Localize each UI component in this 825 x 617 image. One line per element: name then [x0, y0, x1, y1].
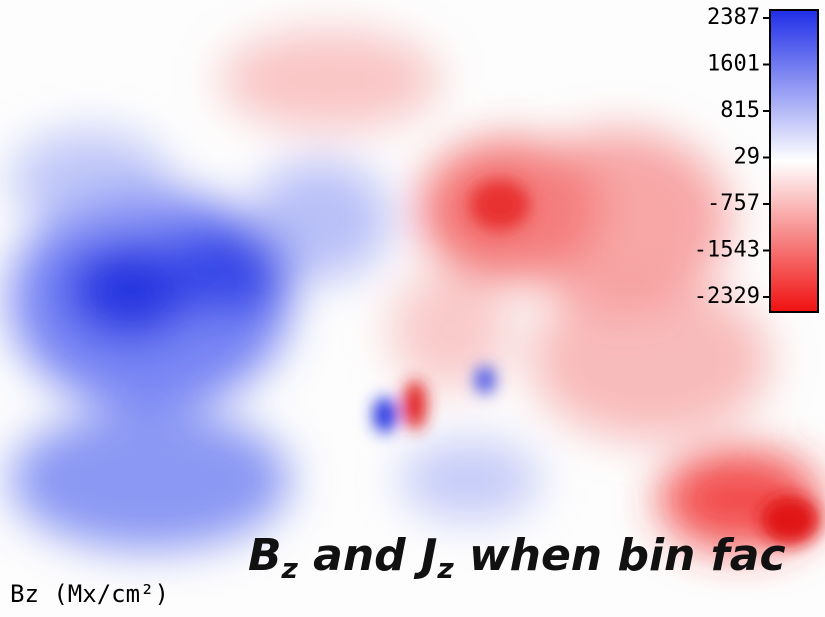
caption-sub: z [436, 552, 454, 585]
tick-label: -757 [707, 191, 760, 216]
caption-part: and J [298, 530, 438, 581]
caption-part: B [248, 530, 282, 581]
tick-label: -2329 [694, 284, 760, 309]
tick-label: -1543 [694, 238, 760, 263]
tick-label: 2387 [707, 5, 760, 30]
caption-sub: z [281, 552, 299, 585]
axis-label: Bz (Mx/cm²) [10, 580, 169, 608]
caption-part: when bin fac [454, 530, 786, 581]
caption: Bz and Jz when bin fac [248, 530, 786, 585]
colorbar [770, 10, 818, 312]
magnetogram: 2387160181529-757-1543-2329 Bz (Mx/cm²) … [0, 0, 825, 617]
page: 2387160181529-757-1543-2329 Bz (Mx/cm²) … [0, 0, 825, 617]
tick-label: 29 [734, 145, 761, 170]
tick-label: 815 [720, 98, 760, 123]
tick-label: 1601 [707, 52, 760, 77]
